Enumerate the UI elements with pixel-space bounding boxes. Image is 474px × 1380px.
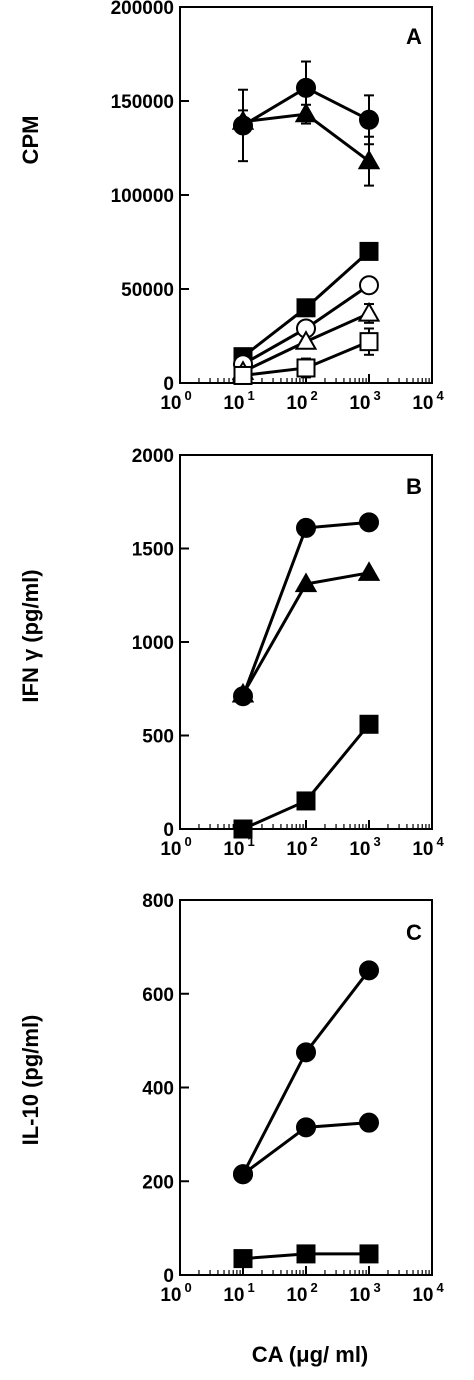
data-point — [294, 102, 318, 123]
data-point — [296, 358, 316, 378]
panel-letter: B — [406, 474, 422, 499]
series-3 — [233, 714, 379, 839]
series-line — [242, 723, 371, 831]
x-tick-label: 10 3 — [349, 834, 380, 860]
y-tick-label: 800 — [142, 891, 174, 912]
y-tick-label: 600 — [142, 985, 174, 1006]
data-point — [359, 241, 379, 261]
data-point — [296, 298, 316, 318]
data-point — [231, 682, 255, 703]
panel-letter: A — [406, 24, 422, 49]
x-tick-label: 10 2 — [286, 834, 317, 860]
y-axis-label: IFN γ (pg/ml) — [18, 569, 43, 702]
x-tick-label: 10 0 — [160, 388, 191, 414]
data-point — [359, 512, 379, 533]
y-tick-label: 2000 — [132, 446, 174, 467]
data-point — [233, 1249, 253, 1269]
y-axis-label: IL-10 (pg/ml) — [18, 1015, 43, 1146]
series-1 — [233, 512, 379, 707]
x-tick-label: 10 0 — [160, 1280, 191, 1306]
data-point — [357, 301, 381, 322]
data-point — [233, 1164, 253, 1185]
x-tick-label: 10 4 — [412, 388, 444, 414]
chart-panel-c: 0 200 400 600 800 10 0 10 1 10 2 10 3 10 4 IL-10 (pg/ml… — [18, 891, 444, 1306]
data-point — [359, 1112, 379, 1133]
data-point — [357, 149, 381, 170]
x-tick-label: 10 3 — [349, 1280, 380, 1306]
x-tick-label: 10 1 — [223, 1280, 254, 1306]
y-tick-label: 1500 — [132, 540, 174, 561]
y-tick-label: 100000 — [111, 186, 174, 207]
y-tick-label: 0 — [163, 1266, 174, 1287]
series-2 — [233, 1112, 379, 1185]
data-point — [296, 77, 316, 98]
data-point — [359, 109, 379, 130]
data-point — [296, 791, 316, 811]
data-point — [231, 110, 255, 130]
x-tick-label: 10 1 — [223, 388, 254, 414]
series-3 — [233, 1244, 379, 1269]
plot-frame — [179, 454, 433, 830]
data-point — [233, 819, 253, 839]
chart-panel-a: 0 50000 100000 150000 200000 10 0 10 1 10 2 10 3 10 4 C… — [18, 0, 444, 414]
y-tick-label: 1000 — [132, 633, 174, 654]
data-point — [359, 1244, 379, 1264]
y-tick-label: 400 — [142, 1079, 174, 1100]
x-axis-label: CA (μg/ ml) — [252, 1342, 369, 1367]
y-tick-label: 200000 — [111, 0, 174, 19]
data-point — [359, 960, 379, 981]
chart-panel-b: 0 500 1000 1500 2000 10 0 10 1 10 2 10 3 10 4 IFN γ (pg… — [18, 446, 444, 860]
data-point — [294, 572, 318, 593]
data-point — [233, 365, 253, 385]
data-point — [357, 561, 381, 581]
panel-letter: C — [406, 920, 422, 945]
series-6 — [233, 327, 379, 385]
x-tick-label: 10 0 — [160, 834, 191, 860]
data-point — [359, 714, 379, 734]
data-point — [296, 1244, 316, 1264]
x-tick-label: 10 4 — [412, 834, 444, 860]
y-axis-label: CPM — [18, 116, 43, 165]
series-2 — [231, 561, 381, 703]
y-tick-label: 0 — [163, 374, 174, 395]
x-tick-label: 10 2 — [286, 388, 317, 414]
data-point — [294, 330, 318, 350]
series-line — [241, 520, 370, 697]
series-line — [241, 969, 371, 1175]
x-tick-label: 10 4 — [412, 1280, 444, 1306]
series-4 — [233, 275, 379, 375]
y-tick-label: 500 — [142, 727, 174, 748]
data-point — [296, 1117, 316, 1138]
data-point — [359, 332, 379, 352]
y-tick-label: 200 — [142, 1172, 174, 1193]
data-point — [296, 1042, 316, 1063]
data-point — [359, 275, 379, 296]
series-2 — [231, 102, 381, 187]
y-tick-label: 150000 — [111, 92, 174, 113]
data-point — [296, 517, 316, 538]
x-tick-label: 10 3 — [349, 388, 380, 414]
y-tick-label: 50000 — [121, 280, 174, 301]
y-tick-label: 0 — [163, 820, 174, 841]
x-tick-label: 10 1 — [223, 834, 254, 860]
plot-frame — [179, 899, 433, 1276]
x-tick-label: 10 2 — [286, 1280, 317, 1306]
series-1 — [233, 960, 379, 1185]
